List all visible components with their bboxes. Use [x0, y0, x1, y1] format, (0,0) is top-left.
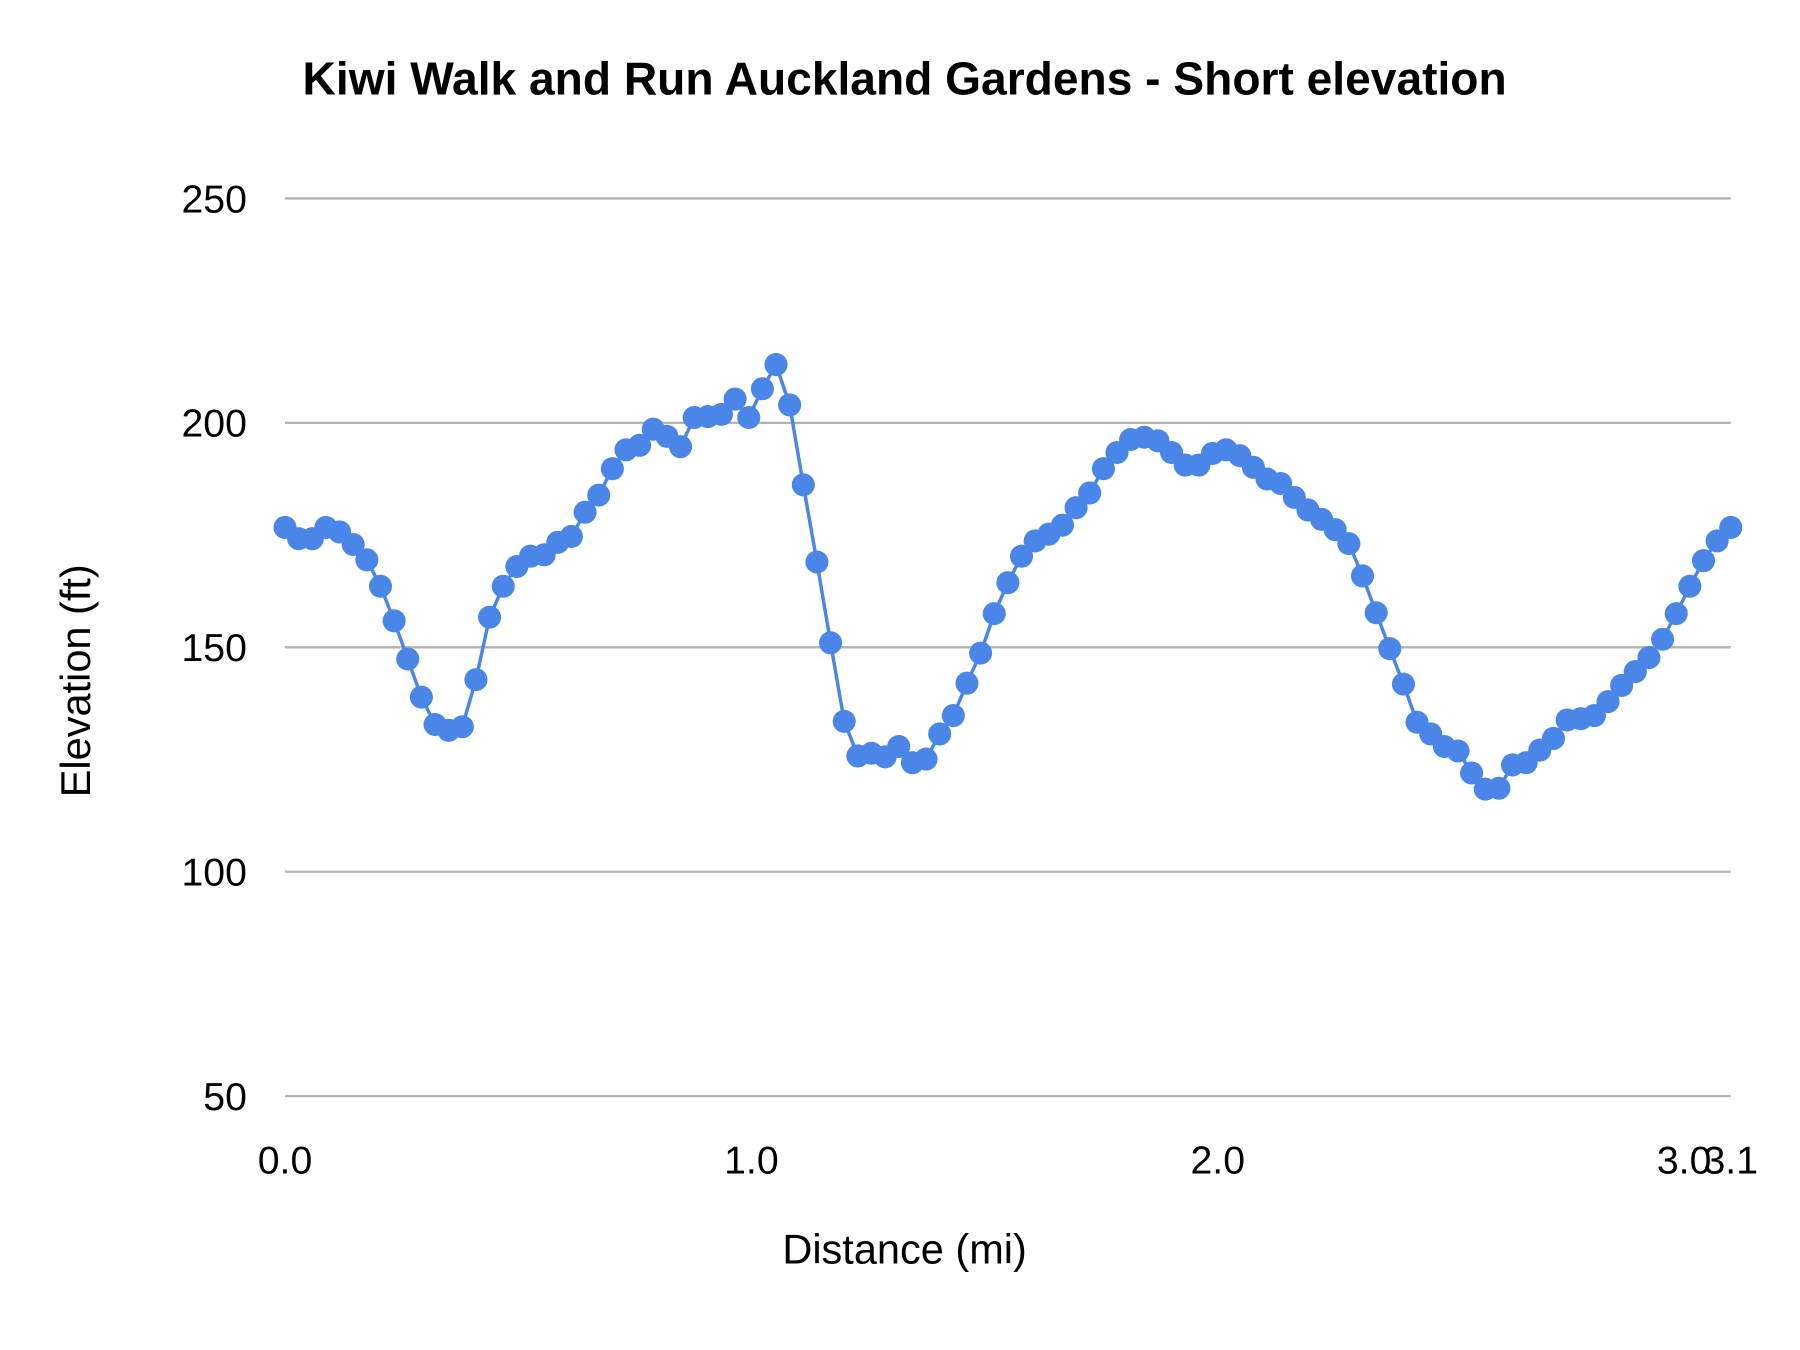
- data-point: [709, 402, 733, 426]
- data-point: [941, 703, 965, 728]
- data-point: [969, 641, 993, 665]
- data-point: [1651, 627, 1675, 651]
- data-point: [1719, 515, 1743, 540]
- data-point: [1078, 481, 1102, 505]
- data-point: [1446, 739, 1470, 763]
- data-point: [1678, 574, 1702, 598]
- x-axis-label: Distance (mi): [782, 1225, 1027, 1272]
- data-point: [1664, 602, 1688, 626]
- data-point: [341, 532, 365, 557]
- data-point: [628, 433, 652, 457]
- gridlines: [285, 197, 1731, 1098]
- data-point: [669, 435, 693, 459]
- chart-title: Kiwi Walk and Run Auckland Gardens - Sho…: [303, 53, 1507, 105]
- elevation-series: [273, 352, 1743, 801]
- data-point: [1009, 544, 1034, 568]
- data-point: [1064, 496, 1088, 520]
- x-tick-label: 2.0: [1190, 1138, 1245, 1182]
- data-point: [573, 500, 597, 524]
- data-point: [1487, 776, 1511, 800]
- data-point: [1637, 646, 1661, 670]
- data-point: [1337, 532, 1361, 556]
- data-point: [764, 352, 788, 377]
- data-point: [1364, 601, 1388, 625]
- data-point: [982, 602, 1006, 626]
- y-tick-label: 250: [181, 177, 246, 221]
- y-tick-label: 50: [203, 1075, 247, 1119]
- data-point: [1391, 672, 1415, 696]
- data-point: [450, 715, 474, 739]
- data-point: [1541, 726, 1565, 750]
- data-point: [1691, 549, 1716, 573]
- data-point: [382, 609, 406, 633]
- data-point: [1091, 457, 1115, 481]
- data-point: [914, 747, 938, 771]
- data-point: [491, 574, 515, 598]
- data-point: [464, 668, 488, 692]
- data-point: [355, 548, 379, 572]
- data-point: [396, 647, 420, 671]
- data-point: [559, 524, 583, 548]
- data-point: [737, 405, 761, 430]
- y-axis-label: Elevation (ft): [52, 564, 99, 797]
- data-point: [955, 671, 979, 695]
- data-point: [1350, 564, 1375, 588]
- x-tick-label: 3.1: [1704, 1138, 1759, 1182]
- data-point: [819, 631, 843, 655]
- data-point: [887, 734, 911, 759]
- data-point: [1596, 690, 1620, 714]
- y-tick-label: 200: [181, 402, 246, 446]
- data-point: [587, 483, 611, 507]
- data-point: [1050, 513, 1074, 537]
- y-tick-label: 150: [181, 626, 246, 670]
- data-point: [791, 473, 815, 497]
- data-point: [409, 685, 433, 709]
- y-axis-ticks: 50 100 150 200 250: [181, 177, 246, 1119]
- data-point: [778, 393, 802, 417]
- data-point: [832, 709, 856, 733]
- data-point: [478, 605, 502, 629]
- x-tick-label: 1.0: [724, 1138, 779, 1182]
- x-tick-label: 0.0: [258, 1138, 313, 1182]
- data-point: [750, 377, 774, 401]
- data-point: [1460, 761, 1484, 785]
- data-point: [996, 571, 1020, 595]
- x-tick-label: 3.0: [1657, 1138, 1712, 1182]
- x-axis-ticks: 0.0 1.0 2.0 3.03.1: [258, 1138, 1758, 1182]
- data-point: [600, 457, 624, 481]
- data-point: [368, 574, 393, 598]
- y-tick-label: 100: [181, 851, 246, 895]
- data-point: [928, 722, 952, 746]
- data-point: [723, 387, 747, 411]
- data-point: [1378, 637, 1402, 661]
- data-point: [805, 550, 829, 574]
